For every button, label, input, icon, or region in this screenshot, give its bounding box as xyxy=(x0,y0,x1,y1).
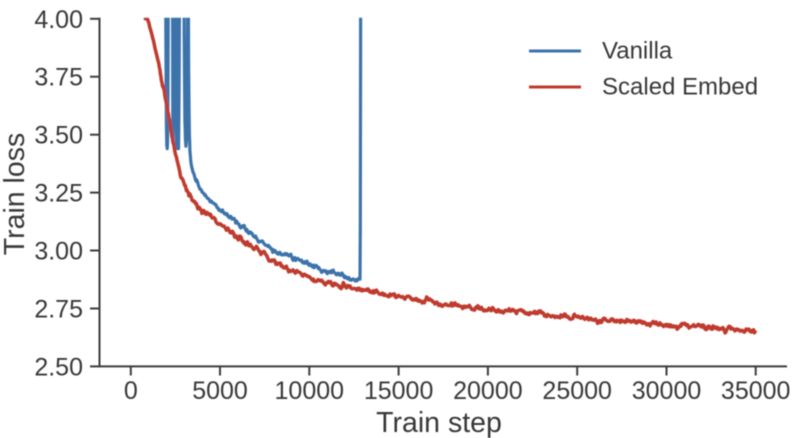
svg-text:Vanilla: Vanilla xyxy=(602,38,673,65)
svg-text:3.00: 3.00 xyxy=(34,238,83,266)
svg-text:15000: 15000 xyxy=(364,377,434,405)
svg-text:3.25: 3.25 xyxy=(34,180,83,208)
svg-text:5000: 5000 xyxy=(192,377,248,405)
svg-text:20000: 20000 xyxy=(453,377,523,405)
svg-text:Train step: Train step xyxy=(376,407,502,438)
svg-text:10000: 10000 xyxy=(275,377,345,405)
svg-text:30000: 30000 xyxy=(632,377,702,405)
svg-text:2.75: 2.75 xyxy=(34,296,83,324)
svg-text:3.50: 3.50 xyxy=(34,122,83,150)
svg-text:0: 0 xyxy=(124,377,138,405)
svg-text:3.75: 3.75 xyxy=(34,64,83,92)
svg-text:35000: 35000 xyxy=(721,377,791,405)
svg-text:25000: 25000 xyxy=(542,377,612,405)
svg-text:Scaled Embed: Scaled Embed xyxy=(602,74,758,101)
svg-text:Train loss: Train loss xyxy=(0,133,31,255)
svg-text:4.00: 4.00 xyxy=(34,6,83,34)
svg-text:2.50: 2.50 xyxy=(34,353,83,381)
